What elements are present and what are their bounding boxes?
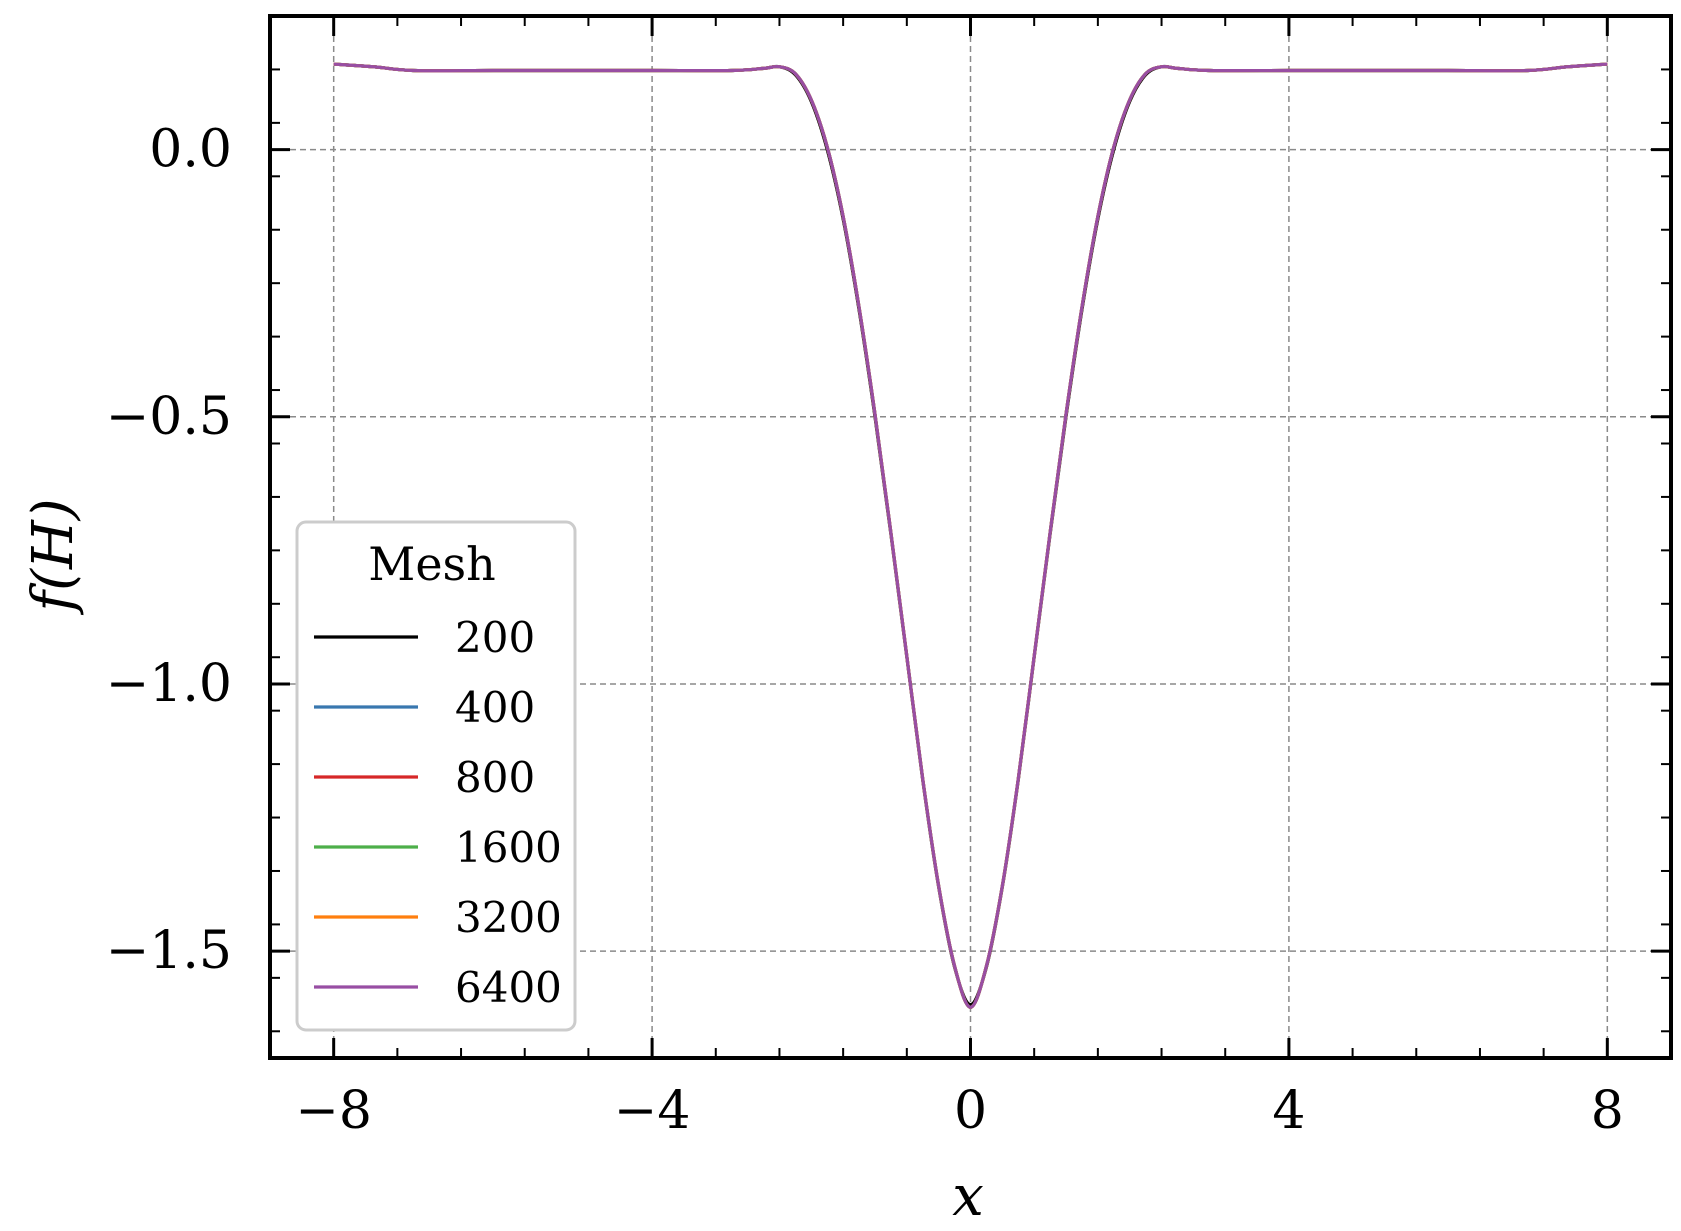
legend-label-800: 800 — [455, 753, 535, 802]
x-axis-label: x — [952, 1164, 984, 1229]
x-tick-label: −8 — [295, 1081, 372, 1141]
legend-title: Mesh — [368, 537, 496, 591]
legend-label-400: 400 — [455, 683, 535, 732]
legend-label-1600: 1600 — [455, 823, 562, 872]
tick-labels: −8 −4 0 4 8 0.0 −0.5 −1.0 −1.5 — [106, 120, 1624, 1141]
y-tick-label: 0.0 — [149, 120, 232, 180]
legend-label-200: 200 — [455, 613, 535, 662]
y-axis-label: f(H) — [21, 498, 86, 615]
x-tick-label: −4 — [614, 1081, 691, 1141]
series-line-6400 — [333, 62, 1608, 1009]
legend: Mesh 200 400 800 1600 3200 6400 — [295, 520, 577, 1032]
legend-label-6400: 6400 — [455, 963, 562, 1012]
y-tick-label: −0.5 — [106, 387, 232, 447]
legend-label-3200: 3200 — [455, 893, 562, 942]
legend-box — [295, 520, 577, 1032]
series-layer — [333, 62, 1608, 1009]
x-tick-label: 4 — [1272, 1081, 1305, 1141]
y-tick-label: −1.5 — [106, 921, 232, 981]
x-tick-label: 0 — [954, 1081, 987, 1141]
ticks — [270, 16, 1671, 1058]
legend-items: 200 400 800 1600 3200 6400 — [314, 613, 562, 1012]
x-tick-label: 8 — [1591, 1081, 1624, 1141]
y-tick-label: −1.0 — [106, 654, 232, 714]
